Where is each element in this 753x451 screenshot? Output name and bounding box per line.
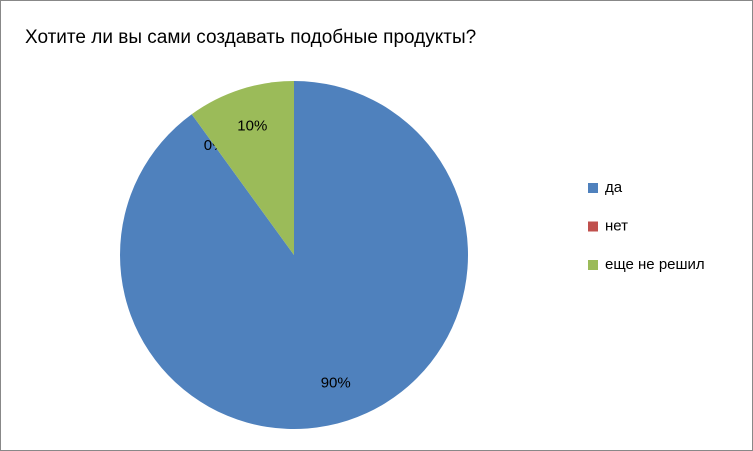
legend-swatch [588, 260, 598, 270]
data-label: 10% [237, 118, 267, 135]
legend-label: да [605, 179, 623, 196]
chart-title: Хотите ли вы сами создавать подобные про… [25, 27, 476, 48]
data-label: 90% [321, 374, 351, 391]
legend-label: еще не решил [605, 256, 705, 273]
legend-swatch [588, 183, 598, 193]
legend-label: нет [605, 217, 628, 234]
pie-slice [191, 81, 294, 255]
legend-swatch [588, 221, 598, 232]
